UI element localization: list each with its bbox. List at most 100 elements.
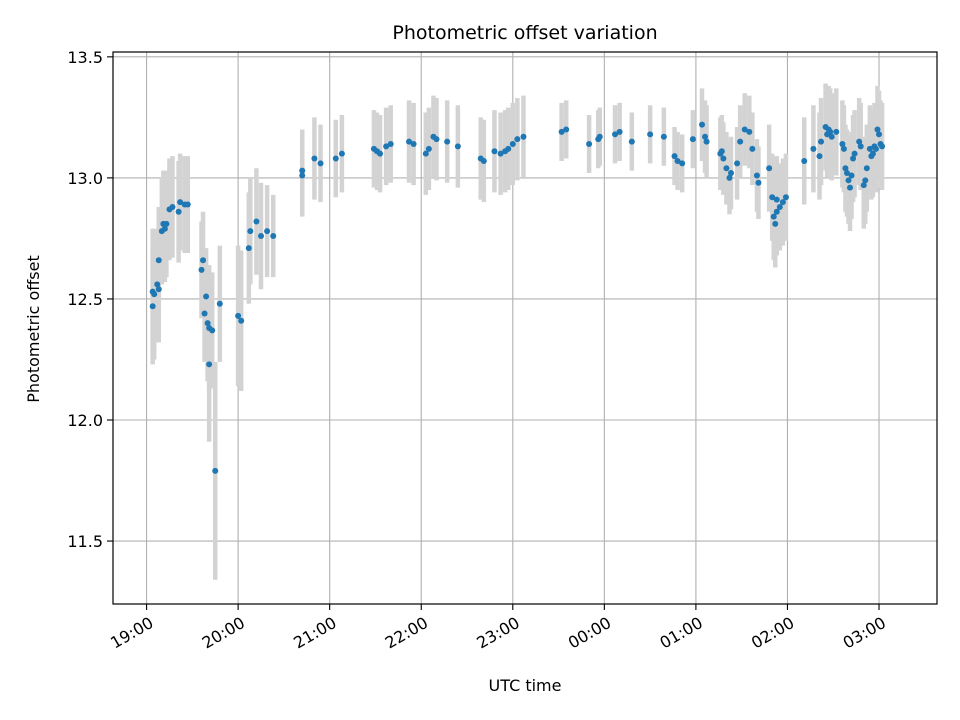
data-point (299, 167, 306, 174)
data-point (155, 257, 162, 264)
data-point (872, 145, 879, 152)
data-point (177, 199, 184, 206)
data-point (772, 220, 779, 227)
data-point (520, 133, 527, 140)
data-point (818, 138, 825, 145)
data-point (563, 126, 570, 133)
data-point (212, 467, 219, 474)
data-point (773, 208, 780, 215)
data-point (175, 208, 182, 215)
data-point (387, 141, 394, 147)
data-point (198, 266, 205, 273)
y-tick-label: 12.0 (67, 411, 103, 430)
data-point (161, 225, 168, 232)
data-point (586, 141, 593, 147)
y-tick-label: 11.5 (67, 532, 103, 551)
y-tick-label: 12.5 (67, 290, 103, 309)
data-point (866, 145, 873, 152)
data-point (862, 177, 869, 184)
data-point (204, 320, 211, 327)
data-point (149, 303, 156, 310)
data-point (647, 131, 654, 138)
data-point (628, 138, 635, 145)
data-point (612, 131, 619, 138)
data-point (151, 291, 158, 298)
data-point (845, 177, 852, 184)
data-point (433, 136, 440, 143)
data-point (514, 136, 521, 143)
data-point (843, 170, 850, 177)
data-point (842, 165, 849, 172)
data-point (206, 361, 213, 368)
data-point (332, 155, 339, 162)
data-point (773, 196, 780, 203)
data-point (454, 143, 461, 150)
data-point (163, 220, 170, 227)
data-point (769, 194, 776, 201)
data-point (856, 138, 863, 145)
data-point (270, 233, 277, 239)
data-point (810, 145, 817, 152)
data-point (406, 138, 413, 145)
data-point (776, 203, 783, 210)
data-point (184, 201, 191, 208)
data-point (720, 155, 727, 162)
data-point (235, 312, 242, 319)
data-point (509, 141, 516, 147)
data-point (879, 143, 886, 150)
data-point (616, 128, 623, 135)
data-point (317, 160, 324, 167)
data-point (848, 172, 855, 179)
plot-frame (112, 51, 938, 605)
y-tick-label: 13.0 (67, 169, 103, 188)
data-point (425, 145, 432, 152)
data-point (480, 157, 487, 164)
data-point (674, 157, 681, 164)
data-point (723, 165, 730, 172)
data-point (850, 155, 857, 162)
data-point (718, 148, 725, 155)
data-point (596, 133, 603, 140)
data-point (746, 128, 753, 135)
data-point (203, 293, 210, 300)
data-point (497, 150, 504, 157)
data-points (149, 121, 886, 474)
data-point (154, 281, 161, 288)
data-point (840, 145, 847, 152)
data-point (238, 317, 245, 324)
x-axis-label: UTC time (489, 676, 562, 695)
data-point (491, 148, 498, 155)
data-point (245, 245, 252, 252)
data-point (816, 153, 823, 160)
data-point (847, 184, 854, 191)
data-point (702, 133, 709, 140)
data-point (679, 160, 686, 167)
data-point (749, 145, 756, 152)
data-point (726, 174, 733, 181)
data-point (216, 300, 223, 307)
data-point (311, 155, 318, 162)
data-point (169, 203, 176, 210)
data-point (833, 128, 840, 135)
data-point (264, 228, 271, 235)
data-point (660, 133, 667, 140)
data-point (839, 141, 846, 147)
data-point (782, 194, 789, 201)
y-axis-label: Photometric offset (24, 255, 43, 403)
data-point (779, 199, 786, 206)
data-point (689, 136, 696, 143)
data-point (444, 138, 451, 145)
data-point (737, 138, 744, 145)
y-axis-ticks: 11.5 12.0 12.5 13.0 13.5 (67, 48, 113, 551)
data-point (410, 141, 417, 147)
data-point (876, 131, 883, 138)
data-point (734, 160, 741, 167)
data-point (741, 126, 748, 133)
data-point (671, 153, 678, 160)
data-point (828, 133, 835, 140)
data-point (766, 165, 773, 172)
data-point (869, 150, 876, 157)
data-point (200, 257, 207, 264)
data-point (299, 172, 306, 179)
